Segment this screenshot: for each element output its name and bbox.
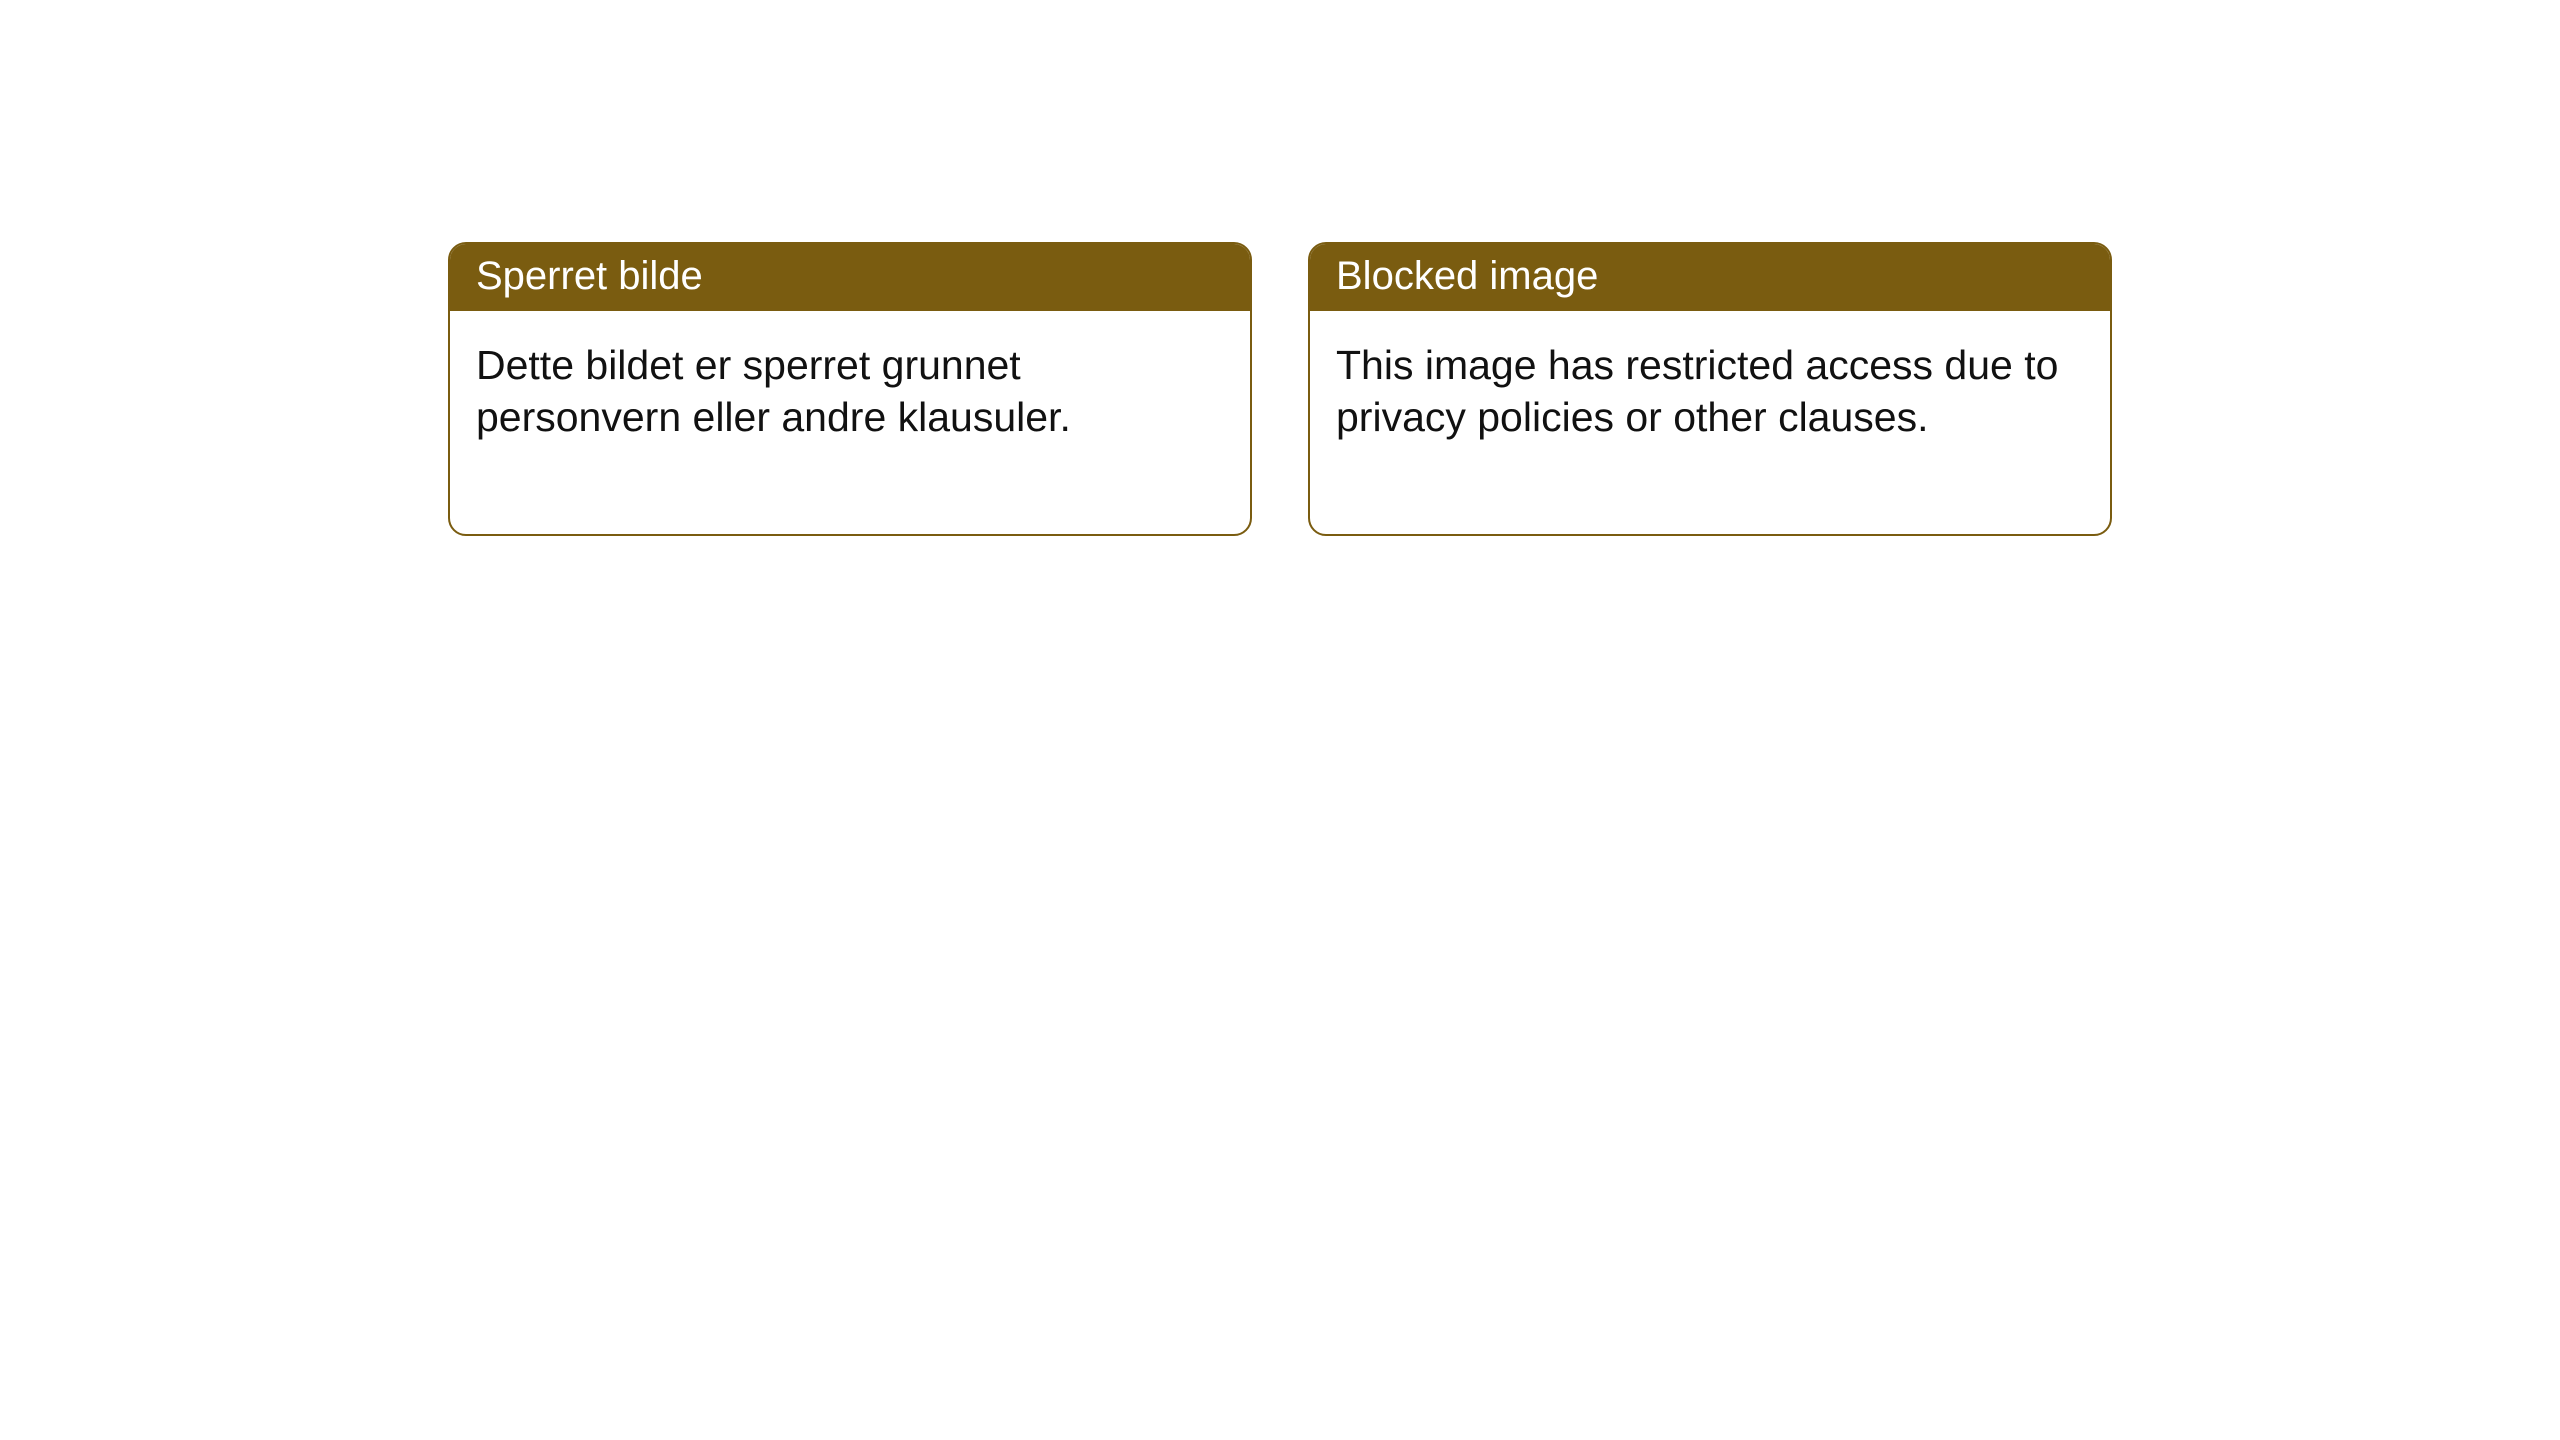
notice-card-english: Blocked image This image has restricted …	[1308, 242, 2112, 536]
notice-body: Dette bildet er sperret grunnet personve…	[450, 311, 1250, 534]
notice-title: Sperret bilde	[450, 244, 1250, 311]
notice-card-norwegian: Sperret bilde Dette bildet er sperret gr…	[448, 242, 1252, 536]
notice-body: This image has restricted access due to …	[1310, 311, 2110, 534]
notice-container: Sperret bilde Dette bildet er sperret gr…	[0, 0, 2560, 536]
notice-title: Blocked image	[1310, 244, 2110, 311]
